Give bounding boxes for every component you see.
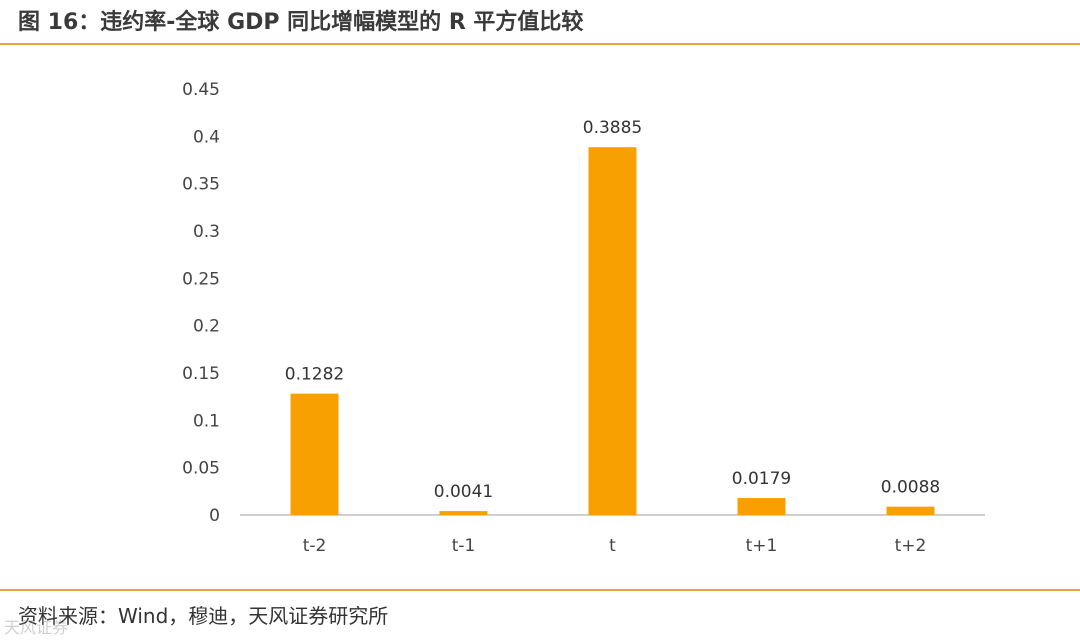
y-tick-label: 0.2 <box>193 317 220 337</box>
y-tick-label: 0 <box>209 506 220 526</box>
x-tick-label: t-1 <box>452 536 476 556</box>
data-labels-group: 0.1282 0.0041 0.3885 0.0179 0.0088 <box>285 118 940 502</box>
bar <box>439 511 488 515</box>
y-tick-label: 0.4 <box>193 127 220 147</box>
y-axis-ticks: 0 0.05 0.1 0.15 0.2 0.25 0.3 0.35 0.4 0.45 <box>182 80 220 526</box>
x-tick-label: t <box>609 536 616 556</box>
bar-data-label: 0.0179 <box>732 469 791 489</box>
y-tick-label: 0.05 <box>182 459 220 479</box>
watermark: 天风证券 <box>4 618 69 637</box>
bar-data-label: 0.1282 <box>285 365 344 385</box>
x-tick-label: t+2 <box>895 536 927 556</box>
bar <box>290 393 339 515</box>
x-tick-label: t+1 <box>746 536 778 556</box>
y-tick-label: 0.15 <box>182 364 220 384</box>
bar-chart: 0 0.05 0.1 0.15 0.2 0.25 0.3 0.35 0.4 0.45 0.1282… <box>182 80 985 556</box>
y-tick-label: 0.3 <box>193 222 220 242</box>
source-note: 资料来源：Wind，穆迪，天风证券研究所 <box>18 604 389 628</box>
y-tick-label: 0.35 <box>182 175 220 195</box>
x-axis-ticks: t-2 t-1 t t+1 t+2 <box>303 536 927 556</box>
bar-data-label: 0.3885 <box>583 118 642 138</box>
bar-data-label: 0.0088 <box>881 478 940 498</box>
chart-title: 图 16：违约率-全球 GDP 同比增幅模型的 R 平方值比较 <box>18 10 584 35</box>
bar <box>737 498 786 515</box>
y-tick-label: 0.1 <box>193 411 220 431</box>
x-tick-label: t-2 <box>303 536 327 556</box>
bars-group <box>290 147 935 515</box>
footer-divider <box>0 589 1080 591</box>
y-tick-label: 0.25 <box>182 269 220 289</box>
header-divider <box>0 43 1080 45</box>
bar <box>886 506 935 515</box>
bar-data-label: 0.0041 <box>434 482 493 502</box>
bar <box>588 147 637 515</box>
y-tick-label: 0.45 <box>182 80 220 100</box>
